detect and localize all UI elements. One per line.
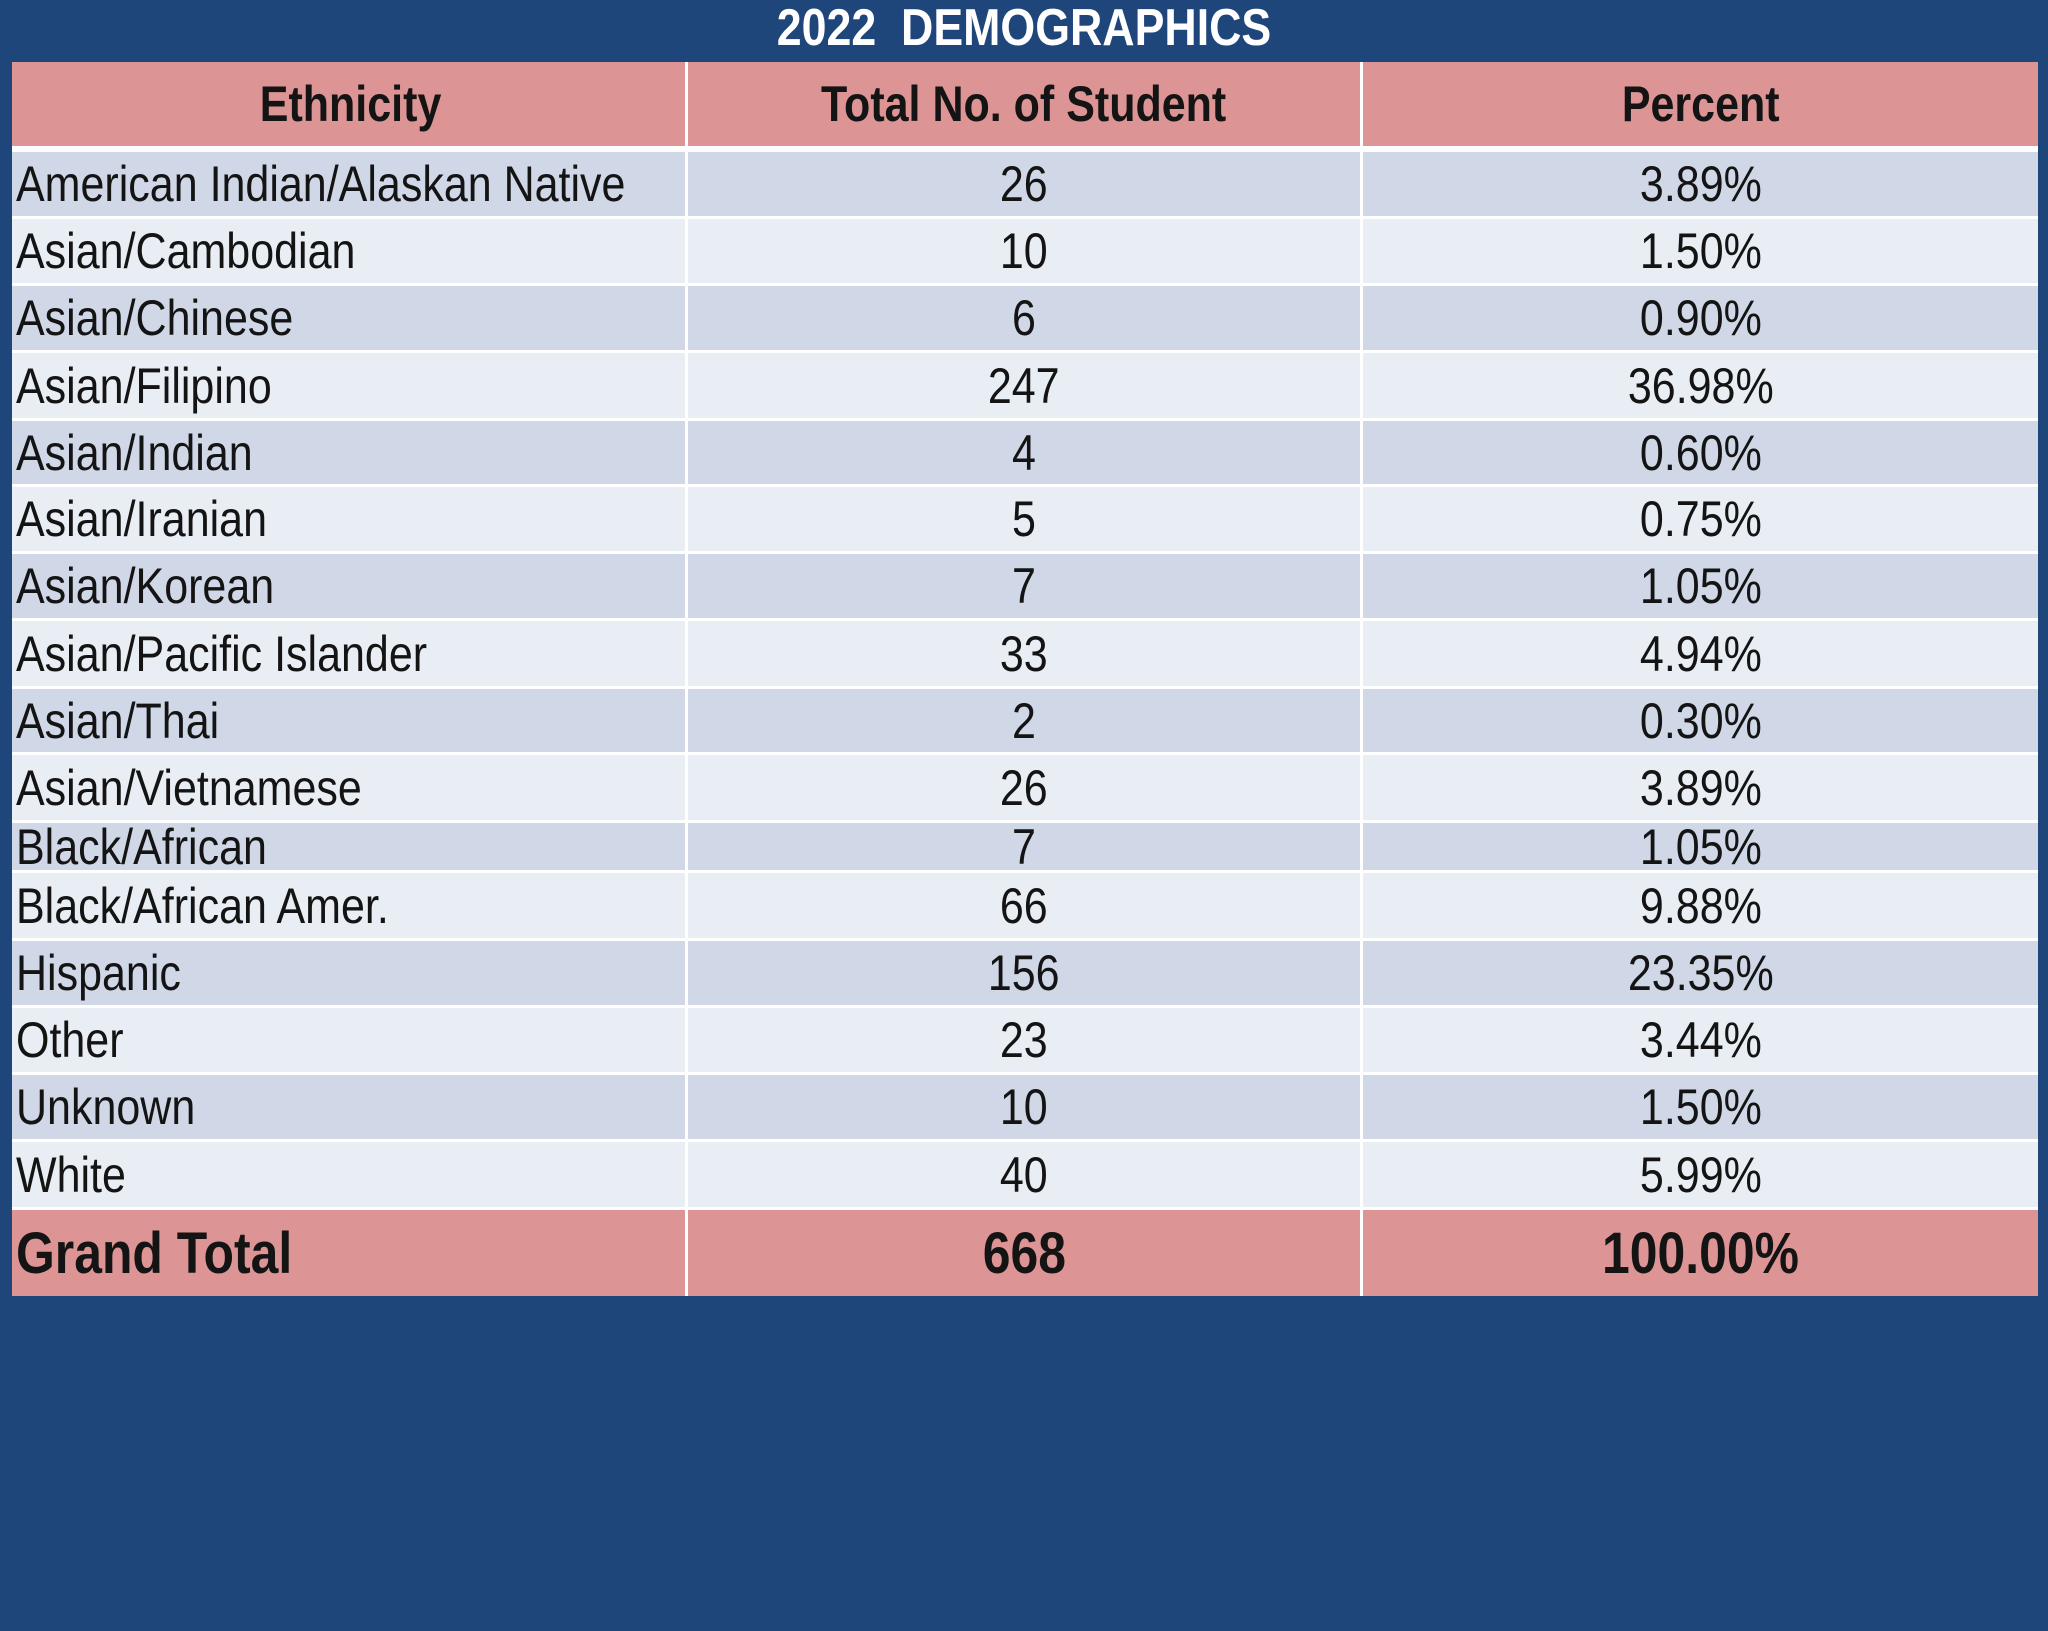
table-cell-ethnicity: Unknown xyxy=(12,1075,688,1142)
table-cell-ethnicity: Hispanic xyxy=(12,941,688,1008)
table-row: Hispanic 156 23.35% xyxy=(12,941,2038,1008)
table-cell-ethnicity: Asian/Korean xyxy=(12,554,688,621)
table-title: 2022 DEMOGRAPHICS xyxy=(776,0,1272,57)
table-cell-percent: 23.35% xyxy=(1363,941,2038,1008)
table-cell-ethnicity: Asian/Vietnamese xyxy=(12,755,688,823)
table-body: American Indian/Alaskan Native 26 3.89% Asi… xyxy=(12,152,2038,1210)
table-cell-ethnicity: Asian/Chinese xyxy=(12,286,688,353)
table-row: Asian/Korean 7 1.05% xyxy=(12,554,2038,621)
table-cell-ethnicity: Asian/Pacific Islander xyxy=(12,621,688,689)
table-header-row: Ethnicity Total No. of Student Percent xyxy=(12,62,2038,152)
table-row: Asian/Indian 4 0.60% xyxy=(12,421,2038,487)
table-cell-percent: 0.60% xyxy=(1363,421,2038,487)
table-cell-percent: 3.89% xyxy=(1363,152,2038,219)
table-cell-student-count: 7 xyxy=(688,823,1363,873)
table-row: White 40 5.99% xyxy=(12,1142,2038,1210)
table-cell-student-count: 26 xyxy=(688,755,1363,823)
grand-total-row: Grand Total 668 100.00% xyxy=(12,1210,2038,1296)
table-cell-student-count: 2 xyxy=(688,689,1363,755)
grand-total-label: Grand Total xyxy=(12,1210,688,1296)
table-cell-percent: 4.94% xyxy=(1363,621,2038,689)
table-row: Asian/Chinese 6 0.90% xyxy=(12,286,2038,353)
grand-total-percent: 100.00% xyxy=(1363,1210,2038,1296)
table-cell-ethnicity: Black/African xyxy=(12,823,688,873)
table-cell-student-count: 23 xyxy=(688,1008,1363,1075)
table-cell-percent: 1.05% xyxy=(1363,823,2038,873)
table-cell-ethnicity: Asian/Indian xyxy=(12,421,688,487)
table-cell-ethnicity: Asian/Filipino xyxy=(12,353,688,421)
table-row: Asian/Iranian 5 0.75% xyxy=(12,487,2038,554)
table-row: Asian/Thai 2 0.30% xyxy=(12,689,2038,755)
table-row: Black/African 7 1.05% xyxy=(12,823,2038,873)
table-cell-student-count: 4 xyxy=(688,421,1363,487)
table-cell-student-count: 247 xyxy=(688,353,1363,421)
table-row: Other 23 3.44% xyxy=(12,1008,2038,1075)
table-row: American Indian/Alaskan Native 26 3.89% xyxy=(12,152,2038,219)
table-cell-ethnicity: Asian/Thai xyxy=(12,689,688,755)
table-cell-student-count: 10 xyxy=(688,219,1363,286)
table-cell-percent: 9.88% xyxy=(1363,873,2038,941)
grand-total-count: 668 xyxy=(688,1210,1363,1296)
column-header-total-students: Total No. of Student xyxy=(688,62,1363,152)
table-row: Asian/Vietnamese 26 3.89% xyxy=(12,755,2038,823)
table-cell-student-count: 10 xyxy=(688,1075,1363,1142)
table-cell-percent: 0.75% xyxy=(1363,487,2038,554)
table-cell-ethnicity: Other xyxy=(12,1008,688,1075)
table-cell-percent: 1.05% xyxy=(1363,554,2038,621)
table-cell-percent: 36.98% xyxy=(1363,353,2038,421)
table-row: Asian/Cambodian 10 1.50% xyxy=(12,219,2038,286)
table-row: Black/African Amer. 66 9.88% xyxy=(12,873,2038,941)
table-row: Asian/Filipino 247 36.98% xyxy=(12,353,2038,421)
table-cell-percent: 3.44% xyxy=(1363,1008,2038,1075)
table-cell-student-count: 66 xyxy=(688,873,1363,941)
table-row: Unknown 10 1.50% xyxy=(12,1075,2038,1142)
table-cell-percent: 5.99% xyxy=(1363,1142,2038,1210)
demographics-table: Ethnicity Total No. of Student Percent A… xyxy=(12,62,2038,1296)
table-cell-student-count: 6 xyxy=(688,286,1363,353)
table-cell-percent: 0.90% xyxy=(1363,286,2038,353)
column-header-percent: Percent xyxy=(1363,62,2038,152)
table-cell-ethnicity: White xyxy=(12,1142,688,1210)
table-cell-ethnicity: Asian/Iranian xyxy=(12,487,688,554)
table-cell-percent: 1.50% xyxy=(1363,1075,2038,1142)
table-cell-student-count: 7 xyxy=(688,554,1363,621)
column-header-ethnicity: Ethnicity xyxy=(12,62,688,152)
table-cell-ethnicity: Black/African Amer. xyxy=(12,873,688,941)
table-cell-ethnicity: American Indian/Alaskan Native xyxy=(12,152,688,219)
table-cell-percent: 1.50% xyxy=(1363,219,2038,286)
table-cell-percent: 3.89% xyxy=(1363,755,2038,823)
table-cell-ethnicity: Asian/Cambodian xyxy=(12,219,688,286)
table-cell-student-count: 156 xyxy=(688,941,1363,1008)
table-cell-student-count: 26 xyxy=(688,152,1363,219)
table-cell-student-count: 40 xyxy=(688,1142,1363,1210)
table-row: Asian/Pacific Islander 33 4.94% xyxy=(12,621,2038,689)
table-cell-student-count: 5 xyxy=(688,487,1363,554)
table-cell-student-count: 33 xyxy=(688,621,1363,689)
table-cell-percent: 0.30% xyxy=(1363,689,2038,755)
